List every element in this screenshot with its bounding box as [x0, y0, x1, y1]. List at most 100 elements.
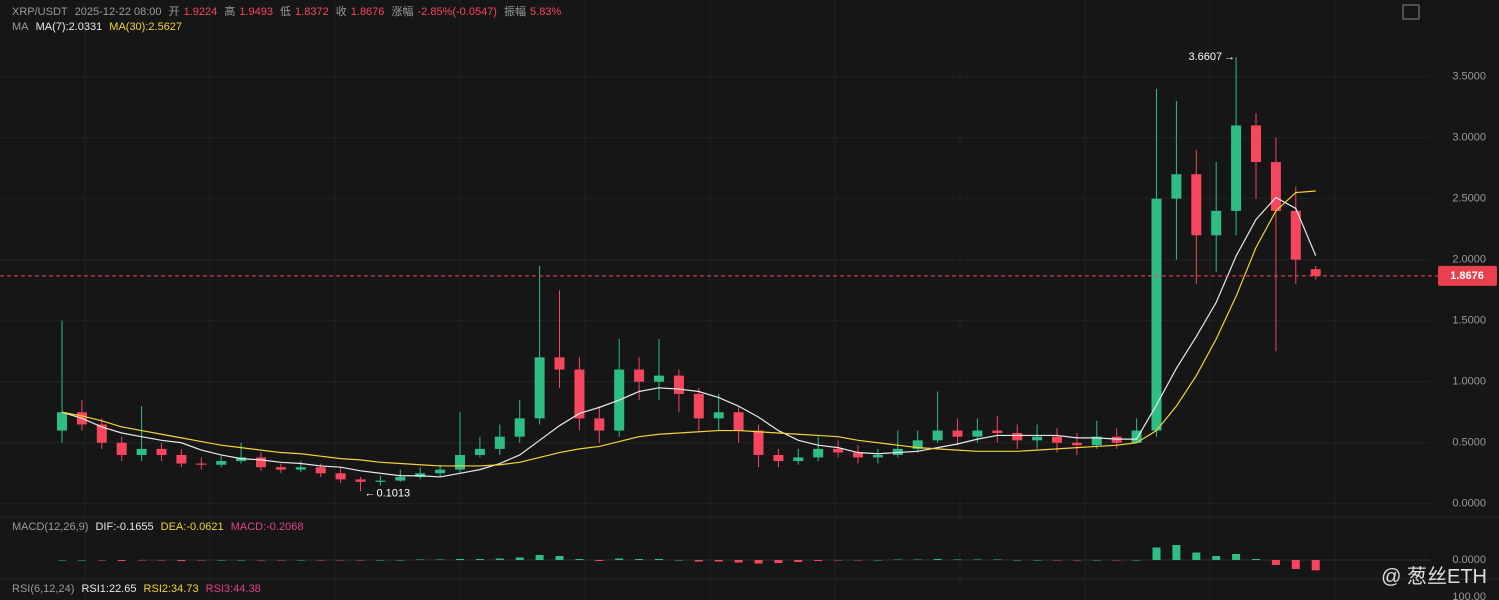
macd-bar: [336, 560, 345, 561]
candle-body: [375, 480, 386, 482]
value: -2.85%(-0.0547): [417, 6, 497, 18]
label: 开: [168, 6, 180, 18]
ma-line: [61, 196, 1317, 478]
macd-bar: [157, 560, 166, 561]
candle-body: [972, 430, 983, 437]
candle-body: [1191, 174, 1202, 236]
macd-bar: [933, 559, 942, 560]
candle-body: [335, 473, 346, 480]
candle-body: [455, 454, 465, 470]
macd-bar: [754, 560, 763, 564]
value: 5.83%: [530, 6, 562, 18]
macd-bar: [137, 560, 146, 561]
candle-body: [1091, 436, 1102, 446]
macd-bar: [1053, 560, 1061, 561]
candle-body: [57, 412, 67, 431]
macd-bar: [655, 559, 663, 560]
macd-bar: [97, 560, 106, 561]
macd-tick-label: 0.0000: [1452, 554, 1486, 566]
candle-body: [494, 436, 505, 449]
candle-body: [753, 430, 764, 455]
candle-body: [952, 430, 963, 437]
candle-body: [96, 424, 107, 443]
candle-body: [693, 393, 704, 419]
macd-bar: [854, 560, 862, 561]
indicator-name[interactable]: RSI(6,12,24): [12, 583, 75, 595]
macd-bar: [1291, 560, 1300, 569]
macd-bar: [416, 559, 425, 560]
macd-bar: [1033, 560, 1042, 561]
macd-bar: [515, 557, 524, 560]
macd-bar: [973, 559, 982, 560]
dif: DIF:-0.1655: [95, 521, 154, 533]
macd-bar: [913, 559, 922, 560]
macd-bar: [58, 560, 66, 561]
candle-body: [773, 454, 784, 462]
candle-body: [1111, 436, 1122, 443]
y-tick-label: 0.0000: [1452, 498, 1486, 510]
value: 1.9224: [183, 6, 218, 18]
indicator-name[interactable]: MA: [12, 21, 29, 33]
candle-body: [1251, 125, 1261, 163]
macd-bar: [555, 556, 564, 560]
candle-body: [1071, 442, 1082, 446]
candle-body: [853, 452, 863, 458]
candle-body: [315, 467, 326, 474]
macd-bar: [356, 560, 365, 561]
macd-bar: [456, 559, 464, 560]
label: 低: [280, 6, 292, 18]
min-arrow: ←: [365, 487, 376, 499]
label: 高: [224, 6, 236, 18]
macd-bar: [873, 560, 882, 561]
candle-body: [196, 463, 207, 465]
rsi2: RSI2:34.73: [143, 583, 199, 595]
candle-body: [355, 479, 366, 482]
y-tick-label: 3.5000: [1452, 71, 1486, 83]
macd-bar: [1212, 556, 1221, 560]
macd-bar: [276, 560, 285, 561]
candle-body: [554, 357, 565, 370]
candle-body: [833, 448, 844, 453]
candle-body: [1171, 174, 1182, 199]
candle-body: [295, 467, 306, 470]
candle-body: [673, 375, 684, 394]
value: 1.8372: [295, 6, 329, 18]
ohlc-header: XRP/USDT 2025-12-22 08:00 开 1.9224 高 1.949…: [12, 3, 565, 19]
macd-bar: [993, 559, 1002, 560]
y-tick-label: 0.5000: [1452, 437, 1486, 449]
macd-bar: [1092, 560, 1101, 561]
macd-bar: [635, 559, 644, 560]
ma7: MA(7):2.0331: [35, 21, 103, 33]
macd-bar: [774, 560, 783, 563]
time: 2025-12-22 08:00: [74, 6, 162, 18]
candle-body: [116, 442, 127, 455]
value: 1.8676: [350, 6, 385, 18]
candle-body: [256, 457, 266, 468]
macd-bar: [1252, 559, 1260, 560]
macd-bar: [1072, 560, 1081, 561]
candle-body: [1290, 210, 1301, 260]
macd-bar: [1192, 552, 1201, 560]
candle-body: [395, 476, 406, 481]
macd-bar: [814, 560, 823, 561]
fullscreen-icon[interactable]: [1402, 4, 1420, 20]
macd-bar: [296, 560, 305, 561]
label: 涨幅: [391, 6, 414, 18]
rsi3: RSI3:44.38: [205, 583, 261, 595]
candle-body: [713, 412, 724, 419]
last-price-label: 1.8676: [1450, 270, 1484, 282]
indicator-name[interactable]: MACD(12,26,9): [12, 521, 89, 533]
candle-body: [813, 448, 824, 458]
label: 振幅: [504, 6, 527, 18]
rsi-header: RSI(6,12,24) RSI1:22.65 RSI2:34.73 RSI3:…: [12, 583, 265, 595]
candle-body: [733, 412, 744, 431]
macd-bar: [615, 558, 624, 560]
macd-bar: [376, 560, 385, 561]
macd-bar: [257, 560, 265, 561]
candle-body: [236, 457, 247, 462]
y-tick-label: 3.0000: [1452, 132, 1486, 144]
candle-body: [634, 369, 645, 382]
candle-body: [1231, 125, 1242, 211]
candle-body: [992, 430, 1003, 434]
